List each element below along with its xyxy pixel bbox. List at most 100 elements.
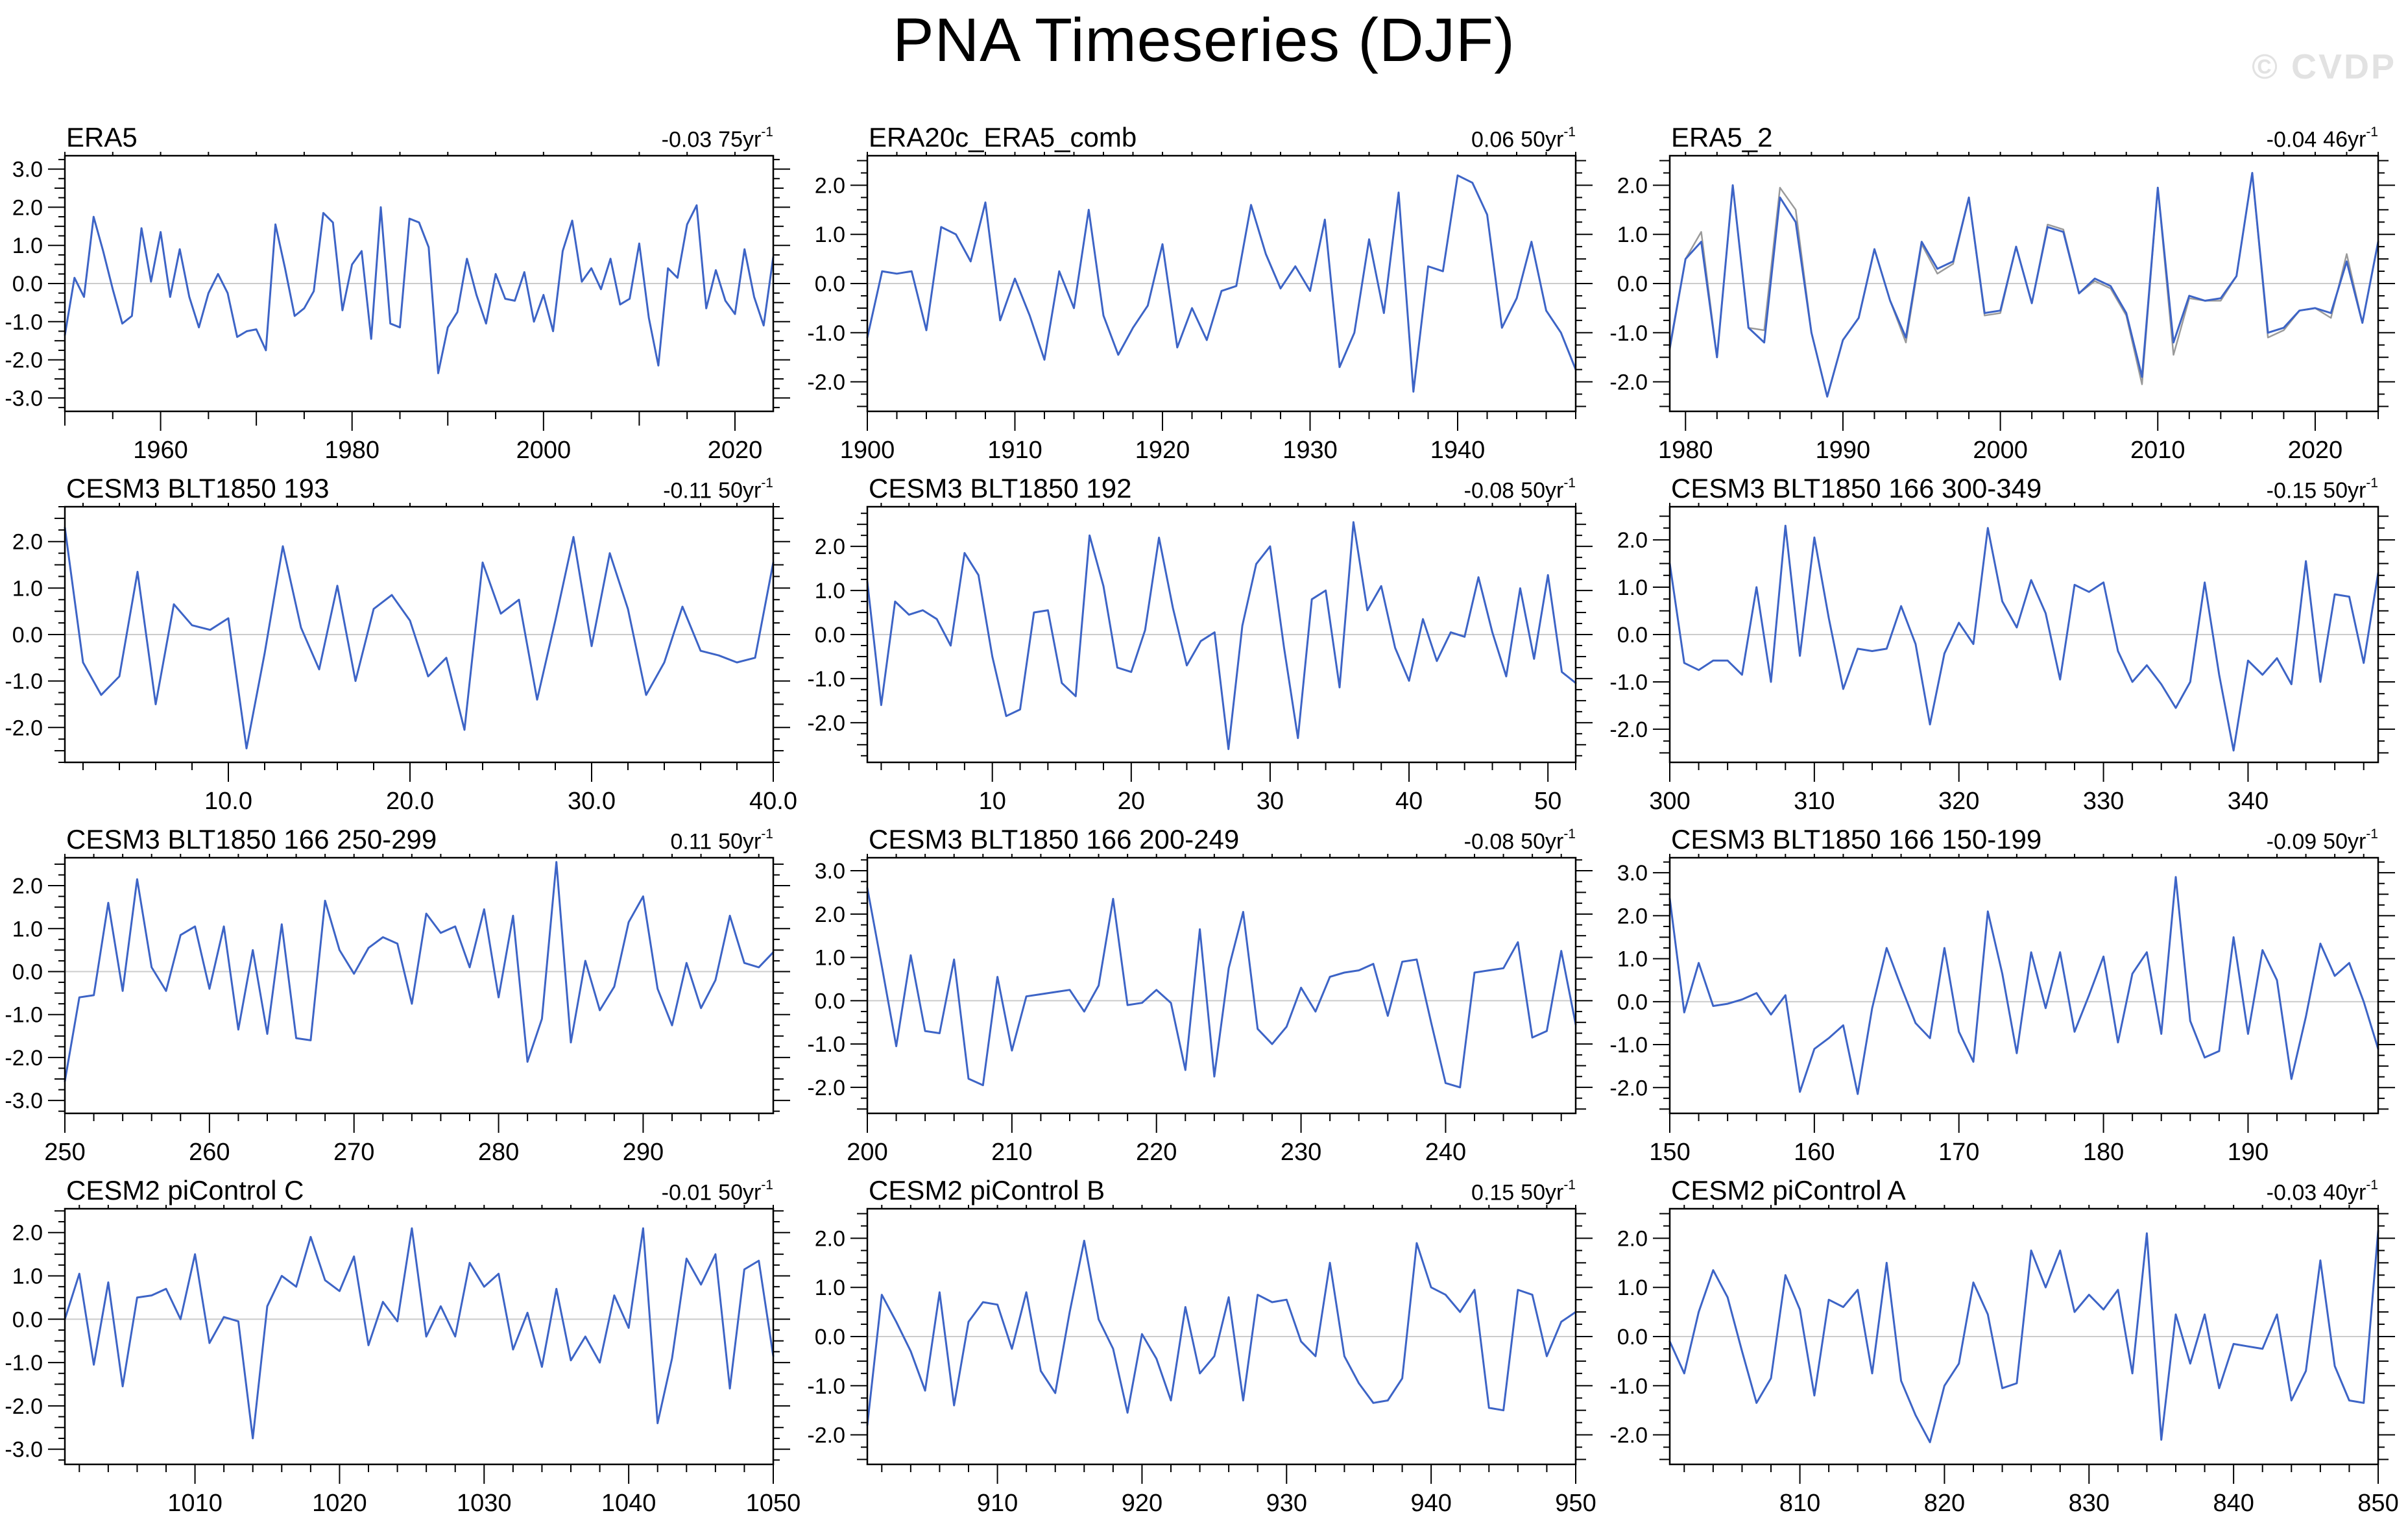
panel-header: CESM3 BLT1850 193 -0.11 50yr-1 — [66, 473, 773, 504]
svg-text:1030: 1030 — [457, 1490, 512, 1517]
svg-text:1.0: 1.0 — [1617, 223, 1648, 247]
panel-header: CESM2 piControl B 0.15 50yr-1 — [869, 1175, 1576, 1206]
panel-trend-label: -0.03 75yr-1 — [661, 125, 773, 152]
svg-text:1900: 1900 — [840, 437, 895, 464]
svg-text:-2.0: -2.0 — [5, 348, 43, 373]
trend-exponent: -1 — [761, 1177, 773, 1193]
svg-text:10: 10 — [979, 788, 1006, 815]
trend-exponent: -1 — [1563, 124, 1576, 139]
svg-text:0.0: 0.0 — [1617, 990, 1648, 1015]
svg-text:1050: 1050 — [746, 1490, 801, 1517]
panel-title: CESM2 piControl B — [869, 1175, 1105, 1205]
svg-text:2010: 2010 — [2130, 437, 2185, 464]
trend-exponent: -1 — [2366, 124, 2378, 139]
svg-text:0.0: 0.0 — [12, 272, 43, 297]
timeseries-plot: 150 160 170 180 190 3.0 2.0 1.0 0.0 -1.0 -2.0 — [1609, 854, 2395, 1166]
svg-text:-2.0: -2.0 — [807, 370, 845, 395]
panel-trend-label: -0.15 50yr-1 — [2266, 476, 2378, 503]
svg-text:0.0: 0.0 — [12, 1307, 43, 1332]
page-title: PNA Timeseries (DJF) — [893, 6, 1515, 75]
trend-unit: 50yr — [1521, 478, 1564, 503]
timeseries-panel: ERA5 -0.03 75yr-1 1960 1980 2000 2020 3.0 2.0 1… — [0, 118, 802, 469]
trend-exponent: -1 — [1563, 1177, 1576, 1193]
panel-header: CESM2 piControl C -0.01 50yr-1 — [66, 1175, 773, 1206]
svg-text:910: 910 — [977, 1490, 1018, 1517]
panel-title: CESM3 BLT1850 166 150-199 — [1671, 824, 2042, 854]
svg-text:2020: 2020 — [2288, 437, 2343, 464]
trend-unit: 50yr — [718, 478, 762, 503]
timeseries-panel: CESM2 piControl B 0.15 50yr-1 910 920 930 94… — [802, 1171, 1605, 1522]
panel-title: CESM2 piControl A — [1671, 1175, 1906, 1205]
trend-unit: 50yr — [2323, 478, 2366, 503]
panel-trend-label: -0.08 50yr-1 — [1464, 476, 1576, 503]
svg-text:-3.0: -3.0 — [5, 1089, 43, 1113]
svg-text:2.0: 2.0 — [1617, 1226, 1648, 1251]
panel-header: CESM3 BLT1850 166 250-299 0.11 50yr-1 — [66, 824, 773, 855]
svg-text:20: 20 — [1118, 788, 1145, 815]
timeseries-plot: 1980 1990 2000 2010 2020 2.0 1.0 0.0 -1.0 -2.0 — [1609, 152, 2395, 464]
panel-title: CESM2 piControl C — [66, 1175, 304, 1205]
panel-trend-label: 0.06 50yr-1 — [1471, 124, 1576, 152]
svg-text:1020: 1020 — [312, 1490, 367, 1517]
timeseries-plot: 1010 1020 1030 1040 1050 2.0 1.0 0.0 -1.0 -2.0 -3.… — [5, 1205, 801, 1517]
svg-text:810: 810 — [1779, 1490, 1820, 1517]
svg-text:3.0: 3.0 — [815, 859, 845, 884]
svg-text:1980: 1980 — [1658, 437, 1713, 464]
timeseries-panel: CESM3 BLT1850 166 250-299 0.11 50yr-1 250… — [0, 820, 802, 1171]
trend-exponent: -1 — [2366, 826, 2378, 842]
svg-text:320: 320 — [1938, 788, 1979, 815]
svg-text:850: 850 — [2357, 1490, 2398, 1517]
svg-text:1.0: 1.0 — [12, 234, 43, 258]
timeseries-panel: ERA5_2 -0.04 46yr-1 1980 1990 2000 2010 2020 2… — [1605, 118, 2407, 469]
trend-exponent: -1 — [2366, 1177, 2378, 1193]
trend-unit: 50yr — [718, 1180, 762, 1205]
svg-text:180: 180 — [2083, 1139, 2124, 1166]
svg-text:-1.0: -1.0 — [1609, 321, 1648, 346]
svg-text:2.0: 2.0 — [12, 874, 43, 899]
timeseries-plot: 250 260 270 280 290 2.0 1.0 0.0 -1.0 -2.0 -3.0 — [5, 854, 790, 1166]
svg-text:2.0: 2.0 — [1617, 173, 1648, 198]
svg-text:1.0: 1.0 — [12, 917, 43, 941]
trend-unit: 50yr — [2323, 829, 2366, 854]
panel-title: CESM3 BLT1850 166 200-249 — [869, 824, 1240, 854]
svg-text:0.0: 0.0 — [12, 623, 43, 648]
svg-text:0.0: 0.0 — [815, 989, 845, 1013]
panel-trend-label: 0.15 50yr-1 — [1471, 1177, 1576, 1205]
svg-text:0.0: 0.0 — [1617, 1325, 1648, 1350]
svg-text:20.0: 20.0 — [386, 788, 434, 815]
panel-header: ERA5 -0.03 75yr-1 — [66, 122, 773, 153]
svg-text:2000: 2000 — [1973, 437, 2028, 464]
timeseries-plot: 10.0 20.0 30.0 40.0 2.0 1.0 0.0 -1.0 -2.0 — [5, 503, 797, 815]
svg-text:1.0: 1.0 — [815, 223, 845, 247]
svg-text:1.0: 1.0 — [1617, 947, 1648, 972]
trend-value: 0.06 — [1471, 127, 1515, 152]
svg-text:-2.0: -2.0 — [1609, 1423, 1648, 1448]
svg-text:210: 210 — [991, 1139, 1032, 1166]
svg-text:170: 170 — [1938, 1139, 1979, 1166]
trend-unit: 46yr — [2323, 127, 2366, 152]
trend-value: -0.04 — [2266, 127, 2317, 152]
svg-text:-1.0: -1.0 — [807, 1374, 845, 1399]
svg-text:-2.0: -2.0 — [807, 1423, 845, 1448]
svg-text:950: 950 — [1555, 1490, 1596, 1517]
trend-value: -0.03 — [661, 127, 712, 152]
trend-unit: 50yr — [718, 829, 762, 854]
timeseries-plot: 300 310 320 330 340 2.0 1.0 0.0 -1.0 -2.0 — [1609, 503, 2395, 815]
panel-header: CESM3 BLT1850 192 -0.08 50yr-1 — [869, 473, 1576, 504]
timeseries-panel: CESM3 BLT1850 193 -0.11 50yr-1 10.0 20.0 30… — [0, 469, 802, 820]
svg-text:30.0: 30.0 — [568, 788, 616, 815]
panel-trend-label: -0.08 50yr-1 — [1464, 827, 1576, 854]
svg-text:-1.0: -1.0 — [5, 310, 43, 335]
svg-text:2.0: 2.0 — [815, 535, 845, 559]
svg-text:820: 820 — [1924, 1490, 1965, 1517]
svg-text:0.0: 0.0 — [815, 272, 845, 297]
svg-text:40.0: 40.0 — [749, 788, 797, 815]
trend-value: -0.15 — [2266, 478, 2317, 503]
svg-text:1930: 1930 — [1282, 437, 1338, 464]
panel-title: ERA5 — [66, 122, 138, 152]
panel-trend-label: 0.11 50yr-1 — [671, 827, 773, 854]
svg-text:0.0: 0.0 — [1617, 623, 1648, 648]
timeseries-plot: 10 20 30 40 50 2.0 1.0 0.0 -1.0 -2.0 — [807, 503, 1593, 815]
svg-text:-1.0: -1.0 — [807, 321, 845, 346]
svg-text:830: 830 — [2069, 1490, 2110, 1517]
